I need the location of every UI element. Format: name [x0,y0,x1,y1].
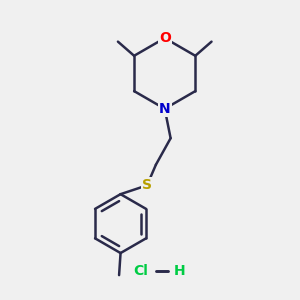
Text: Cl: Cl [134,264,148,278]
Text: S: S [142,178,152,192]
Text: H: H [174,264,185,278]
Text: O: O [159,31,171,45]
Text: N: N [159,102,170,116]
